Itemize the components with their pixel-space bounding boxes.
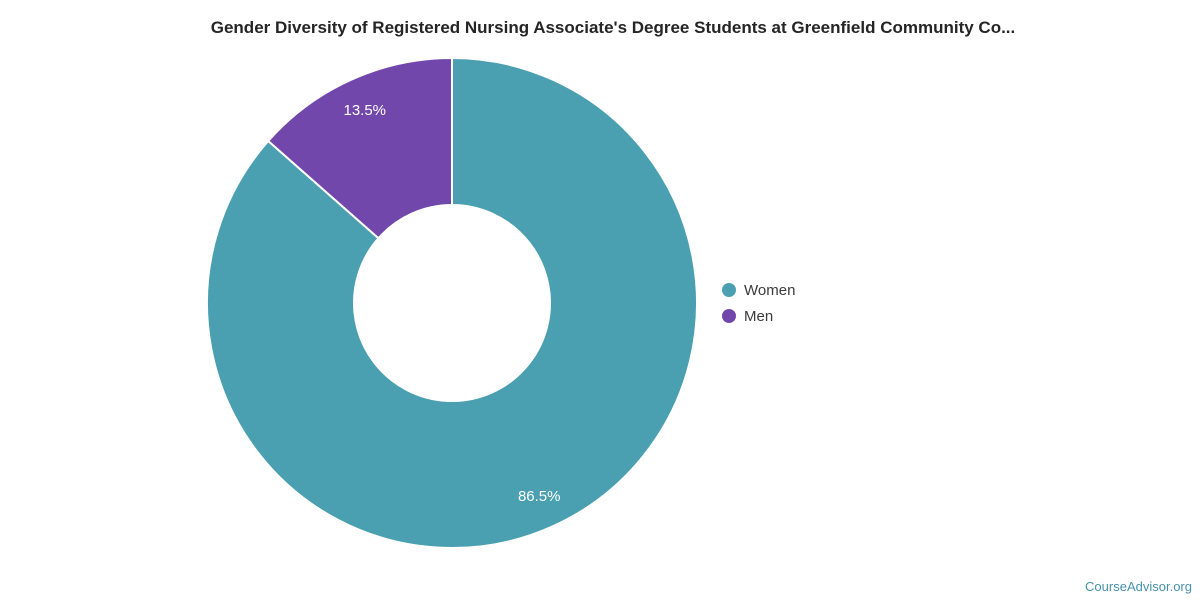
legend: Women Men [722,279,795,327]
pie-slice-men[interactable] [267,57,453,240]
chart-title: Gender Diversity of Registered Nursing A… [210,18,1016,37]
pie-slice-women[interactable] [206,57,698,549]
source-link[interactable]: CourseAdvisor.org [1085,579,1192,594]
legend-item-women[interactable]: Women [722,279,795,301]
legend-label-women: Women [744,281,796,299]
legend-item-men[interactable]: Men [722,305,795,327]
men-swatch-icon [722,309,736,323]
women-swatch-icon [722,283,736,297]
slice-label-men: 13.5% [343,102,386,119]
legend-label-men: Men [744,307,774,325]
slice-label-women: 86.5% [518,488,561,505]
